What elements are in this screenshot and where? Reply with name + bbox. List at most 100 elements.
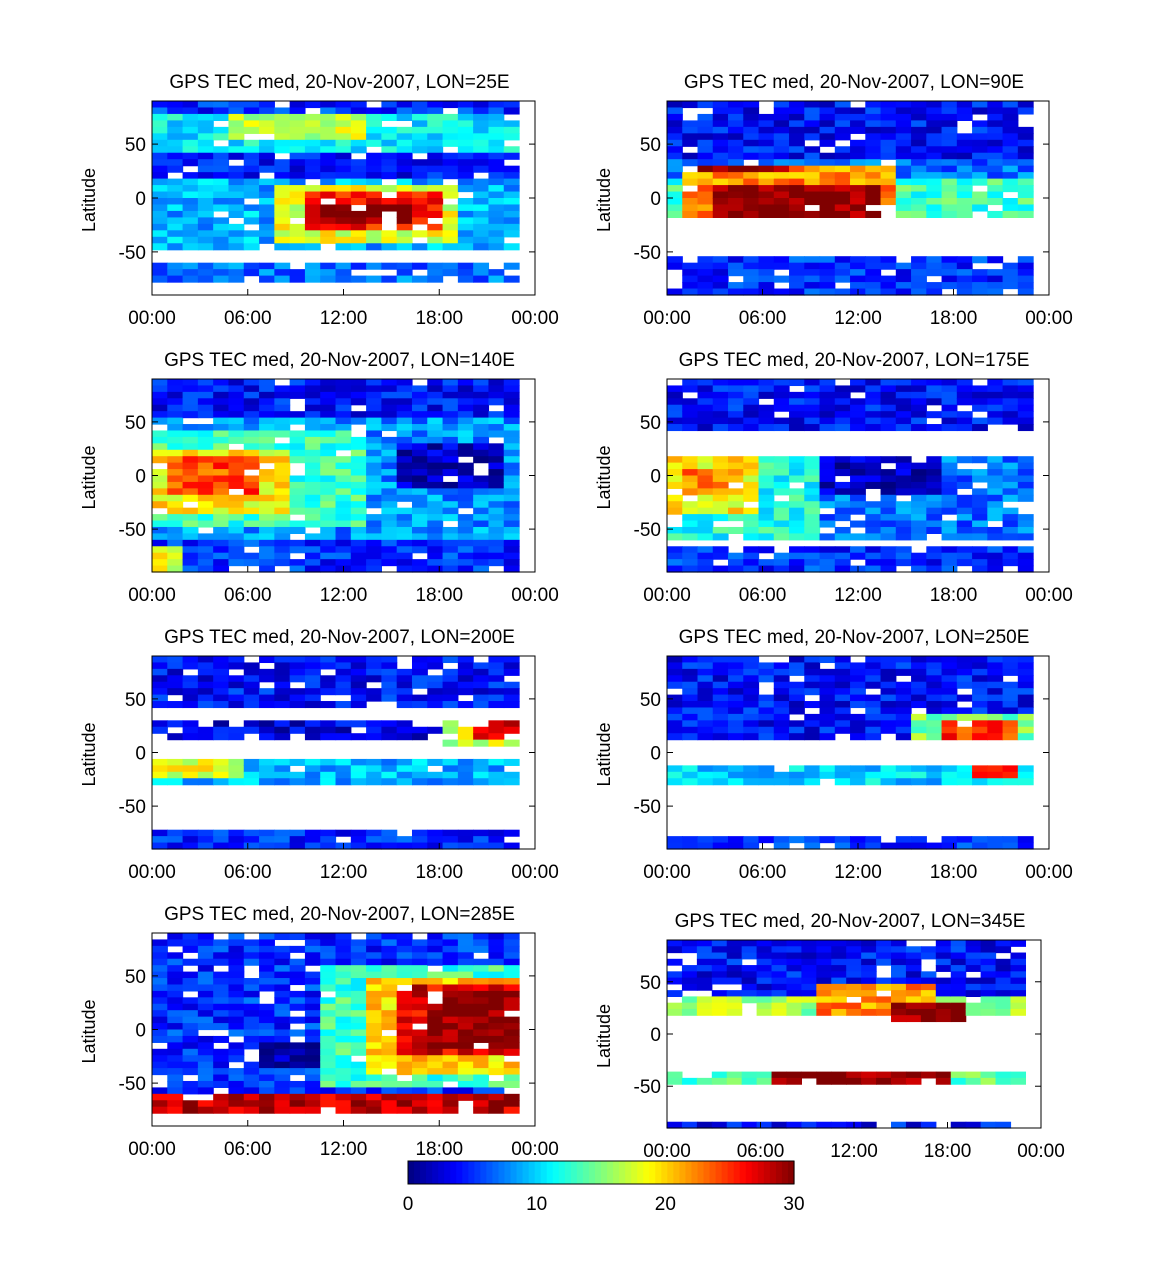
heatmap-cell: [259, 113, 275, 121]
heatmap-cell: [950, 996, 967, 1004]
heatmap-cell: [728, 198, 744, 206]
heatmap-cell: [167, 829, 184, 837]
heatmap-cell: [182, 178, 199, 186]
heatmap-cell: [804, 178, 821, 186]
heatmap-cell: [228, 1042, 245, 1050]
heatmap-cell: [880, 288, 897, 296]
colorbar-frame: [407, 1160, 795, 1185]
heatmap-cell: [335, 758, 352, 766]
heatmap-cell: [335, 217, 352, 225]
heatmap-cell: [167, 236, 184, 244]
heatmap-cell: [819, 165, 836, 173]
heatmap-cell: [259, 829, 275, 837]
heatmap-cell: [228, 559, 245, 567]
heatmap-cell: [396, 223, 413, 231]
heatmap-cell: [1002, 398, 1019, 406]
heatmap-cell: [182, 971, 199, 979]
heatmap-cell: [682, 507, 699, 515]
heatmap-cell: [846, 1002, 862, 1010]
heatmap-cell: [457, 204, 474, 212]
heatmap-cell: [758, 256, 775, 264]
heatmap-cell: [941, 411, 958, 419]
heatmap-cell: [965, 1008, 982, 1016]
heatmap-cell: [682, 159, 699, 167]
heatmap-cell: [228, 733, 245, 741]
heatmap-cell: [396, 546, 413, 554]
heatmap-cell: [1017, 398, 1034, 406]
heatmap-cell: [197, 101, 214, 109]
heatmap-cell: [711, 1008, 728, 1016]
heatmap-cell: [850, 146, 866, 154]
heatmap-cell: [259, 1087, 275, 1095]
heatmap-cell: [786, 996, 802, 1004]
heatmap-cell: [320, 984, 337, 992]
heatmap-cell: [756, 958, 773, 966]
heatmap-cell: [167, 501, 184, 509]
heatmap-cell: [956, 146, 973, 154]
heatmap-cell: [228, 1074, 245, 1082]
heatmap-cell: [427, 411, 444, 419]
heatmap-cell: [712, 146, 729, 154]
heatmap-cell: [895, 836, 912, 844]
heatmap-cell: [289, 411, 306, 419]
heatmap-cell: [442, 765, 459, 773]
heatmap-cell: [335, 424, 352, 432]
heatmap-cell: [259, 688, 275, 696]
heatmap-cell: [895, 778, 912, 786]
heatmap-cell: [756, 996, 773, 1004]
heatmap-cell: [442, 778, 459, 786]
heatmap-cell: [880, 507, 897, 515]
heatmap-cell: [926, 733, 943, 741]
heatmap-cell: [320, 159, 337, 167]
heatmap-cell: [1002, 533, 1019, 541]
heatmap-cell: [712, 507, 729, 515]
heatmap-cell: [213, 526, 230, 534]
heatmap-cell: [682, 191, 699, 199]
heatmap-cell: [228, 514, 245, 522]
heatmap-cell: [488, 514, 505, 522]
heatmap-cell: [789, 778, 805, 786]
heatmap-cell: [213, 411, 230, 419]
heatmap-cell: [819, 282, 836, 290]
heatmap-cell: [197, 178, 214, 186]
heatmap-cell: [228, 139, 245, 147]
heatmap-cell: [350, 217, 367, 225]
heatmap-cell: [381, 185, 398, 193]
heatmap-cell: [304, 113, 321, 121]
heatmap-cell: [274, 1106, 291, 1114]
heatmap-cell: [197, 430, 214, 438]
heatmap-cell: [350, 436, 367, 444]
heatmap-cell: [972, 165, 988, 173]
heatmap-cell: [259, 965, 275, 973]
heatmap-cell: [819, 404, 836, 412]
heatmap-cell: [335, 971, 352, 979]
heatmap-cell: [987, 256, 1004, 264]
heatmap-cell: [304, 411, 321, 419]
heatmap-cell: [411, 443, 428, 451]
heatmap-cell: [789, 172, 805, 180]
heatmap-cell: [880, 172, 897, 180]
heatmap-cell: [411, 978, 428, 986]
heatmap-cell: [697, 146, 714, 154]
heatmap-cell: [850, 165, 866, 173]
heatmap-cell: [920, 977, 937, 985]
heatmap-cell: [895, 765, 912, 773]
heatmap-cell: [457, 1087, 474, 1095]
heatmap-cell: [366, 1093, 382, 1101]
heatmap-cell: [728, 475, 744, 483]
heatmap-cell: [304, 430, 321, 438]
heatmap-cell: [789, 269, 805, 277]
heatmap-cell: [304, 1087, 321, 1095]
heatmap-cell: [956, 494, 973, 502]
heatmap-cell: [304, 126, 321, 134]
heatmap-cell: [819, 269, 836, 277]
heatmap-cell: [728, 688, 744, 696]
heatmap-cell: [987, 139, 1004, 147]
heatmap-cell: [167, 230, 184, 238]
heatmap-cell: [743, 713, 760, 721]
heatmap-cell: [366, 133, 382, 141]
heatmap-cell: [743, 707, 760, 715]
heatmap-cell: [819, 488, 836, 496]
heatmap-cell: [891, 952, 907, 960]
heatmap-cell: [743, 488, 760, 496]
